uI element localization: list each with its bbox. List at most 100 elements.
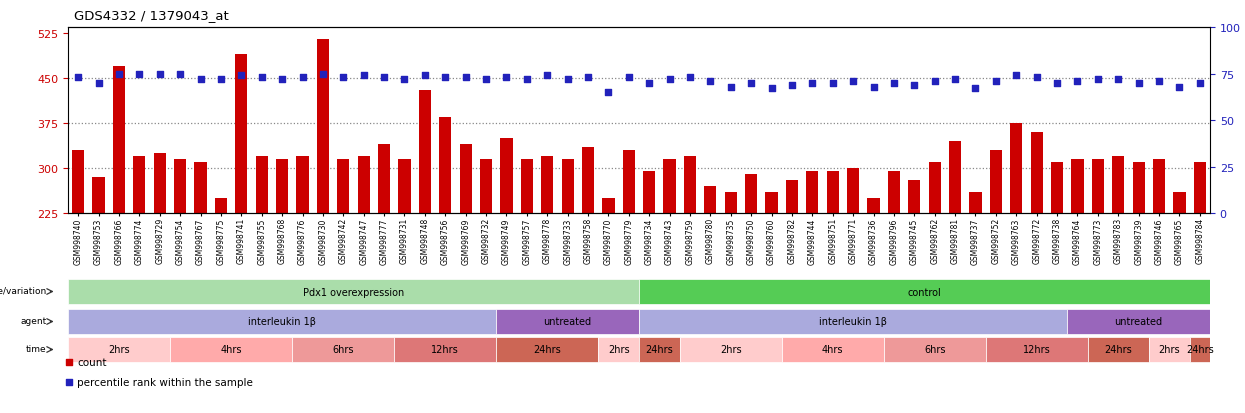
Text: untreated: untreated: [1114, 317, 1163, 327]
Bar: [986, 337, 1088, 363]
Point: [680, 75, 700, 81]
Point: [599, 90, 619, 96]
Bar: [255, 157, 268, 214]
Bar: [1173, 192, 1185, 214]
Point: [925, 78, 945, 85]
Point: [1006, 73, 1026, 79]
Bar: [782, 337, 884, 363]
Text: 6hrs: 6hrs: [332, 345, 354, 355]
Point: [701, 78, 721, 85]
Point: [1190, 80, 1210, 87]
Point: [660, 76, 680, 83]
Bar: [884, 337, 986, 363]
Point: [456, 75, 476, 81]
Bar: [133, 157, 146, 214]
Point: [1027, 75, 1047, 81]
Bar: [316, 40, 329, 214]
Text: untreated: untreated: [544, 317, 591, 327]
Text: control: control: [908, 287, 941, 297]
Point: [843, 78, 863, 85]
Point: [1088, 76, 1108, 83]
Bar: [868, 199, 880, 214]
Text: 12hrs: 12hrs: [432, 345, 459, 355]
Point: [210, 76, 230, 83]
Bar: [684, 157, 696, 214]
Point: [538, 73, 558, 79]
Point: [190, 76, 210, 83]
Bar: [664, 159, 676, 214]
Point: [904, 82, 924, 89]
Bar: [1112, 157, 1124, 214]
Point: [273, 76, 293, 83]
Bar: [72, 151, 85, 214]
Text: GDS4332 / 1379043_at: GDS4332 / 1379043_at: [75, 9, 229, 22]
Point: [619, 75, 639, 81]
Text: 6hrs: 6hrs: [924, 345, 945, 355]
Bar: [1133, 163, 1144, 214]
Point: [251, 75, 271, 81]
Bar: [598, 337, 639, 363]
Bar: [581, 147, 594, 214]
Point: [1149, 78, 1169, 85]
Bar: [1051, 163, 1063, 214]
Text: interleukin 1β: interleukin 1β: [819, 317, 888, 327]
Text: 4hrs: 4hrs: [822, 345, 843, 355]
Point: [802, 80, 822, 87]
Bar: [766, 192, 778, 214]
Point: [149, 71, 169, 78]
Bar: [949, 142, 961, 214]
Bar: [1153, 159, 1165, 214]
Bar: [561, 159, 574, 214]
Point: [110, 71, 129, 78]
Bar: [153, 154, 166, 214]
Bar: [418, 91, 431, 214]
Bar: [639, 309, 1067, 335]
Bar: [745, 175, 757, 214]
Text: interleukin 1β: interleukin 1β: [248, 317, 316, 327]
Bar: [888, 171, 900, 214]
Point: [375, 75, 395, 81]
Bar: [68, 279, 639, 305]
Bar: [807, 171, 818, 214]
Point: [497, 75, 517, 81]
Bar: [296, 157, 309, 214]
Point: [782, 82, 802, 89]
Text: genotype/variation: genotype/variation: [0, 286, 46, 295]
Bar: [439, 118, 452, 214]
Bar: [990, 151, 1002, 214]
Bar: [1072, 159, 1083, 214]
Text: 2hrs: 2hrs: [108, 345, 129, 355]
Point: [721, 84, 741, 90]
Point: [823, 80, 843, 87]
Point: [232, 73, 251, 79]
Bar: [786, 180, 798, 214]
Bar: [92, 178, 105, 214]
Point: [255, 278, 275, 285]
Text: agent: agent: [20, 316, 46, 325]
Bar: [1190, 337, 1210, 363]
Text: percentile rank within the sample: percentile rank within the sample: [77, 377, 253, 387]
Bar: [459, 145, 472, 214]
Bar: [194, 163, 207, 214]
Text: 24hrs: 24hrs: [533, 345, 561, 355]
Bar: [497, 309, 639, 335]
Point: [558, 76, 578, 83]
Point: [88, 80, 108, 87]
Text: 4hrs: 4hrs: [220, 345, 242, 355]
Text: 2hrs: 2hrs: [720, 345, 742, 355]
Bar: [378, 145, 390, 214]
Point: [639, 80, 659, 87]
Bar: [398, 159, 411, 214]
Text: 12hrs: 12hrs: [1023, 345, 1051, 355]
Bar: [1088, 337, 1149, 363]
Point: [1108, 76, 1128, 83]
Bar: [827, 171, 839, 214]
Text: time: time: [26, 344, 46, 353]
Point: [945, 76, 965, 83]
Bar: [357, 157, 370, 214]
Point: [762, 86, 782, 93]
Bar: [293, 337, 395, 363]
Bar: [497, 337, 598, 363]
Point: [741, 80, 761, 87]
Bar: [1194, 163, 1206, 214]
